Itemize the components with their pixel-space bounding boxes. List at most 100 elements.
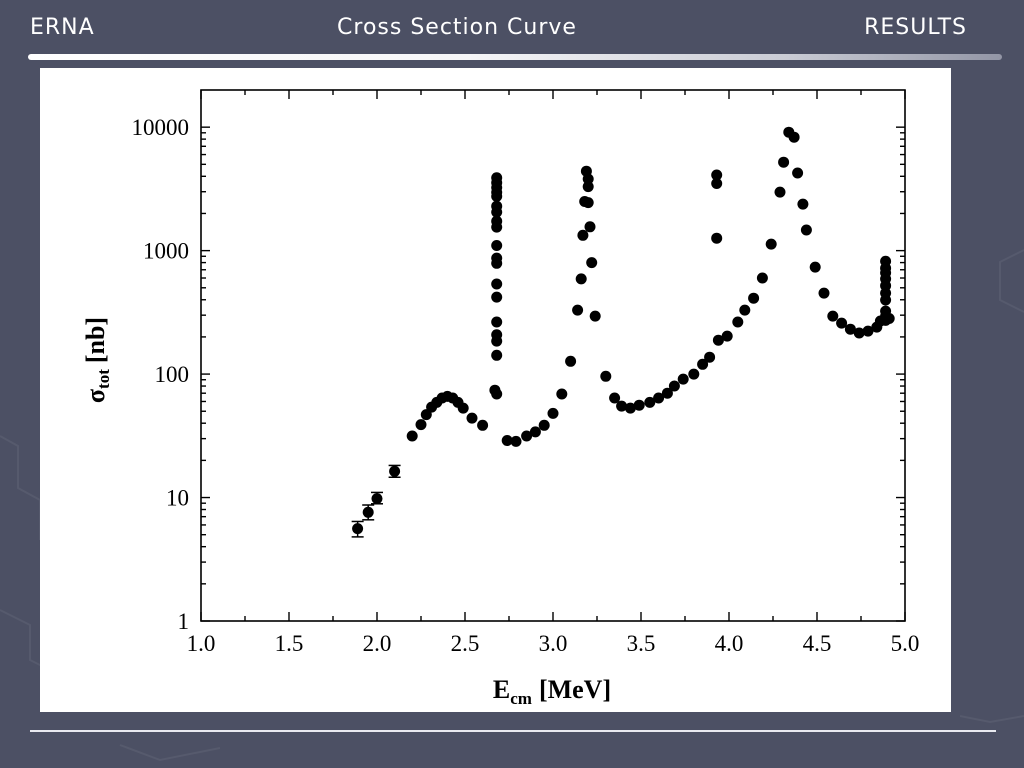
data-point: [792, 167, 804, 179]
y-axis-label-subscript: tot: [94, 369, 113, 389]
data-point: [677, 373, 689, 385]
data-point: [491, 291, 503, 303]
data-point: [491, 329, 503, 341]
y-tick-label: 10000: [132, 115, 190, 140]
data-point: [844, 323, 856, 335]
data-point: [491, 349, 503, 361]
data-point: [586, 257, 598, 269]
data-point: [644, 396, 656, 408]
data-point: [633, 399, 645, 411]
data-point: [765, 238, 777, 250]
data-point: [818, 287, 830, 299]
x-tick-label: 2.5: [451, 631, 480, 656]
data-point: [797, 198, 809, 210]
data-point: [711, 178, 723, 189]
data-point: [704, 351, 716, 363]
data-point: [406, 430, 418, 442]
data-point: [510, 435, 522, 447]
x-tick-label: 3.0: [539, 631, 568, 656]
y-tick-label: 100: [155, 362, 190, 387]
data-point: [491, 240, 503, 251]
data-point: [880, 294, 892, 306]
data-point: [575, 273, 587, 285]
data-point: [661, 387, 673, 399]
x-axis-label: Ecm [MeV]: [493, 675, 611, 708]
data-point: [800, 224, 812, 236]
header-section-label: ERNA: [30, 15, 95, 40]
x-tick-label: 1.5: [275, 631, 304, 656]
footer-divider-line: [30, 730, 996, 732]
y-tick-label: 1: [178, 609, 190, 634]
data-point: [491, 252, 503, 264]
x-tick-label: 1.0: [187, 631, 216, 656]
data-point: [778, 156, 790, 168]
slide-title: Cross Section Curve: [337, 15, 577, 40]
data-point: [556, 388, 568, 400]
data-point: [491, 388, 503, 400]
header-divider-bar: [28, 54, 1002, 60]
data-point: [721, 330, 733, 342]
data-point: [538, 419, 550, 431]
data-point: [668, 380, 680, 392]
y-axis-label-symbol: σ: [81, 389, 110, 403]
y-axis-label-unit: [nb]: [81, 317, 110, 363]
data-point: [491, 316, 503, 328]
data-point: [577, 229, 589, 241]
data-point: [521, 430, 533, 442]
data-point: [853, 327, 865, 339]
tick-labels: 1.0 1.5 2.0 2.5 3.0 3.5 4.0 4.5 5.0 1 10 100 1000 100…: [132, 115, 920, 656]
data-point: [457, 402, 469, 414]
y-axis-label: σtot [nb]: [81, 317, 113, 403]
data-point: [491, 200, 503, 212]
data-point: [836, 317, 848, 329]
data-point: [616, 400, 628, 412]
data-point: [589, 310, 601, 322]
data-point: [352, 523, 364, 535]
x-tick-label: 4.0: [715, 631, 744, 656]
data-point: [584, 221, 596, 233]
x-tick-label: 2.0: [363, 631, 392, 656]
data-point: [809, 261, 821, 273]
data-point: [774, 186, 786, 198]
data-point: [883, 313, 895, 324]
data-point: [788, 131, 800, 143]
x-tick-label: 3.5: [627, 631, 656, 656]
data-point: [739, 304, 751, 316]
data-point: [477, 419, 489, 431]
x-tick-label: 4.5: [803, 631, 832, 656]
data-point: [582, 173, 594, 185]
header-section-tag: RESULTS: [864, 15, 967, 40]
data-point: [491, 172, 503, 184]
y-tick-label: 10: [166, 486, 189, 511]
data-point: [389, 465, 401, 477]
data-point: [748, 292, 760, 304]
data-point: [582, 181, 594, 193]
data-points: [352, 126, 895, 535]
x-tick-label: 5.0: [891, 631, 920, 656]
data-point: [466, 412, 478, 424]
data-point: [600, 370, 612, 382]
data-point: [624, 402, 636, 414]
data-point: [697, 358, 709, 370]
data-point: [711, 169, 723, 181]
data-point: [827, 310, 839, 322]
data-point: [362, 506, 374, 518]
data-point: [711, 232, 723, 244]
data-point: [572, 304, 584, 316]
data-point: [609, 392, 621, 404]
axis-ticks: [200, 90, 906, 622]
data-point: [529, 426, 541, 438]
data-point: [415, 419, 427, 431]
data-point: [491, 215, 503, 227]
data-point: [732, 316, 744, 328]
x-axis-label-unit: [MeV]: [539, 675, 611, 704]
data-point: [688, 368, 700, 380]
y-tick-label: 1000: [143, 239, 189, 264]
x-axis-label-symbol: E: [493, 675, 510, 704]
x-axis-label-subscript: cm: [510, 689, 532, 708]
chart-panel: 1.0 1.5 2.0 2.5 3.0 3.5 4.0 4.5 5.0 1 10 100 1000 100…: [40, 68, 951, 712]
data-point: [547, 407, 559, 419]
data-point: [501, 435, 513, 446]
data-point: [565, 355, 577, 367]
data-point: [371, 493, 383, 505]
